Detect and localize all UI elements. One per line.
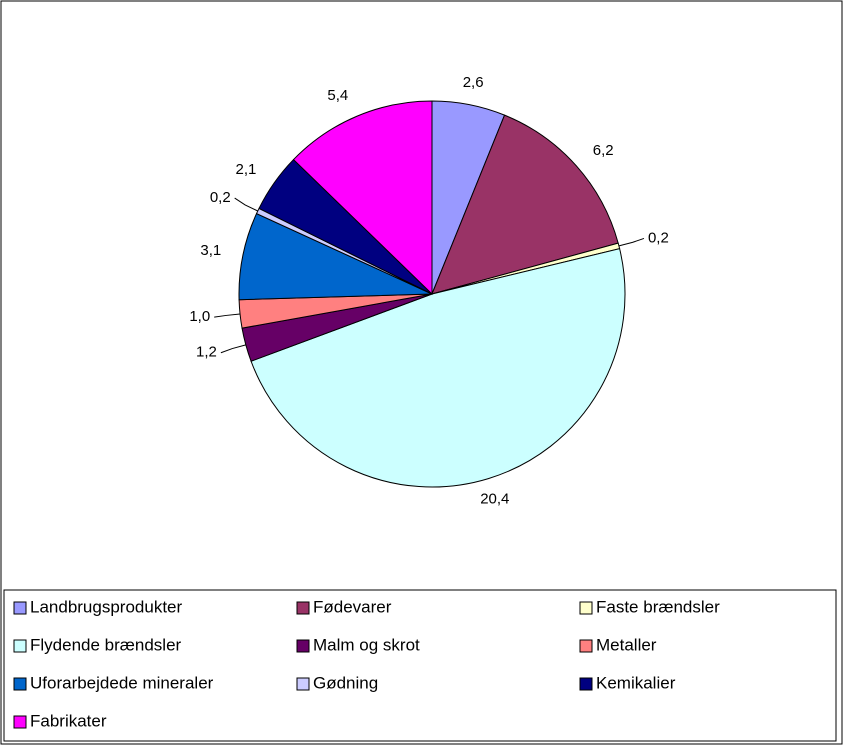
legend-swatch (296, 639, 310, 653)
data-label: 2,6 (463, 74, 484, 91)
legend-label: Flydende brændsler (30, 635, 182, 654)
legend-label: Landbrugsprodukter (30, 597, 183, 616)
legend-swatch (13, 639, 27, 653)
leader-line (220, 344, 246, 354)
data-label: 0,2 (648, 229, 669, 246)
legend-swatch (579, 639, 593, 653)
legend-label: Faste brændsler (596, 597, 720, 616)
pie-slice (292, 100, 433, 296)
leader-line (618, 237, 645, 247)
legend-label: Gødning (313, 673, 378, 692)
data-label: 0,2 (210, 189, 231, 206)
legend-swatch (13, 677, 27, 691)
legend-swatch (296, 677, 310, 691)
leader-line (214, 313, 241, 318)
data-label: 1,0 (189, 308, 210, 325)
pie-slice (431, 114, 619, 295)
legend-label: Kemikalier (596, 673, 676, 692)
data-label: 6,2 (593, 142, 614, 159)
data-label: 20,4 (480, 491, 509, 508)
data-label: 2,1 (236, 161, 257, 178)
data-label: 1,2 (196, 344, 217, 361)
legend-swatch (579, 601, 593, 615)
legend-label: Fabrikater (30, 711, 107, 730)
legend-swatch (579, 677, 593, 691)
data-label: 5,4 (327, 87, 348, 104)
legend-swatch (296, 601, 310, 615)
pie-slice (250, 248, 626, 488)
legend-swatch (13, 601, 27, 615)
legend-box (3, 589, 837, 742)
legend-label: Uforarbejdede mineraler (30, 673, 214, 692)
legend-swatch (13, 715, 27, 729)
legend-label: Fødevarer (313, 597, 392, 616)
legend-label: Malm og skrot (313, 635, 420, 654)
data-label: 3,1 (200, 242, 221, 259)
leader-line (234, 197, 258, 212)
legend-label: Metaller (596, 635, 657, 654)
